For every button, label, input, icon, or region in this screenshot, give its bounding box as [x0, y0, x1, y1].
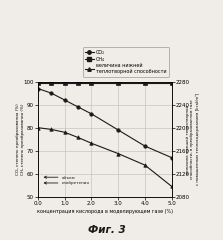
Y-axis label: CO₂ степень преобразования (%)
CH₄ степень преобразования (%): CO₂ степень преобразования (%) CH₄ степе… — [16, 103, 25, 175]
Text: объем
изобретения: объем изобретения — [62, 176, 90, 185]
X-axis label: концентрация кислорода в моделирующем газе (%): концентрация кислорода в моделирующем га… — [37, 209, 173, 214]
Text: Фиг. 3: Фиг. 3 — [88, 225, 126, 235]
Y-axis label: величина нижшей теплотворной
способности, в преобразованном газе
с повышенным те: величина нижшей теплотворной способности… — [186, 93, 200, 185]
Legend: CO₂, CH₄, величина нижней
теплотворной способности: CO₂, CH₄, величина нижней теплотворной с… — [83, 47, 169, 77]
